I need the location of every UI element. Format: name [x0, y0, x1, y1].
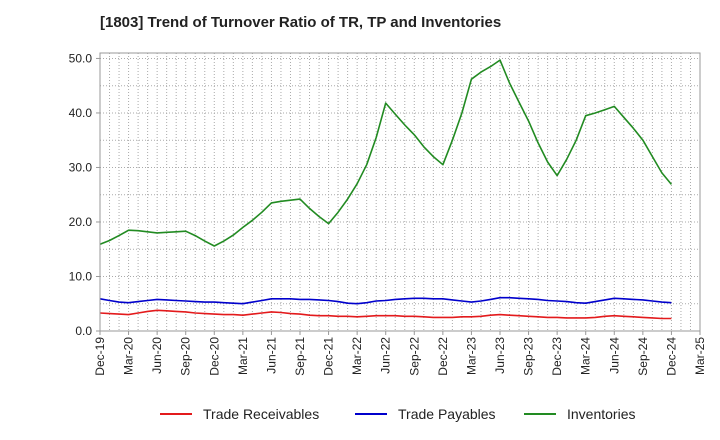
x-tick-label: Mar-23: [464, 337, 478, 375]
x-tick-label: Dec-24: [664, 337, 678, 376]
y-tick-label: 40.0: [69, 106, 93, 120]
series-line-trade-payables: [99, 296, 672, 305]
x-tick-label: Sep-22: [407, 337, 421, 376]
chart-title: [1803] Trend of Turnover Ratio of TR, TP…: [100, 14, 502, 31]
y-tick-label: 30.0: [69, 160, 93, 174]
y-tick-label: 50.0: [69, 51, 93, 65]
grid-layer: [100, 53, 700, 331]
x-tick-label: Jun-20: [150, 337, 164, 374]
x-tick-label: Dec-19: [93, 337, 107, 376]
x-tick-label: Jun-23: [493, 337, 507, 374]
x-tick-label: Jun-21: [264, 337, 278, 374]
y-axis-tick-labels: 0.0 10.0 20.0 30.0 40.0 50.0: [69, 51, 100, 338]
x-tick-label: Jun-22: [379, 337, 393, 374]
series-layer: [99, 59, 673, 320]
y-tick-label: 20.0: [69, 215, 93, 229]
x-tick-label: Dec-21: [322, 337, 336, 376]
legend-label: Trade Payables: [398, 406, 496, 422]
x-tick-label: Dec-22: [436, 337, 450, 376]
x-tick-label: Mar-21: [236, 337, 250, 375]
series-line-inventories: [99, 59, 673, 247]
y-tick-label: 10.0: [69, 269, 93, 283]
legend-label: Inventories: [567, 406, 635, 422]
series-line-trade-receivables: [99, 309, 672, 320]
x-tick-label: Sep-23: [522, 337, 536, 376]
x-axis-tick-labels: Dec-19 Mar-20 Jun-20 Sep-20 Dec-20 Mar-21 Jun-…: [93, 331, 707, 376]
x-tick-label: Sep-24: [636, 337, 650, 376]
x-tick-label: Jun-24: [607, 337, 621, 374]
x-tick-label: Mar-25: [693, 337, 707, 375]
legend: Trade Receivables Trade Payables Inventori…: [160, 406, 635, 422]
plot-frame: [99, 52, 701, 332]
x-tick-label: Sep-21: [293, 337, 307, 376]
x-tick-label: Mar-22: [350, 337, 364, 375]
y-tick-label: 0.0: [75, 324, 92, 338]
x-tick-label: Dec-20: [207, 337, 221, 376]
x-tick-label: Mar-20: [122, 337, 136, 375]
x-tick-label: Sep-20: [179, 337, 193, 376]
legend-label: Trade Receivables: [203, 406, 319, 422]
x-tick-label: Dec-23: [550, 337, 564, 376]
x-tick-label: Mar-24: [579, 337, 593, 375]
